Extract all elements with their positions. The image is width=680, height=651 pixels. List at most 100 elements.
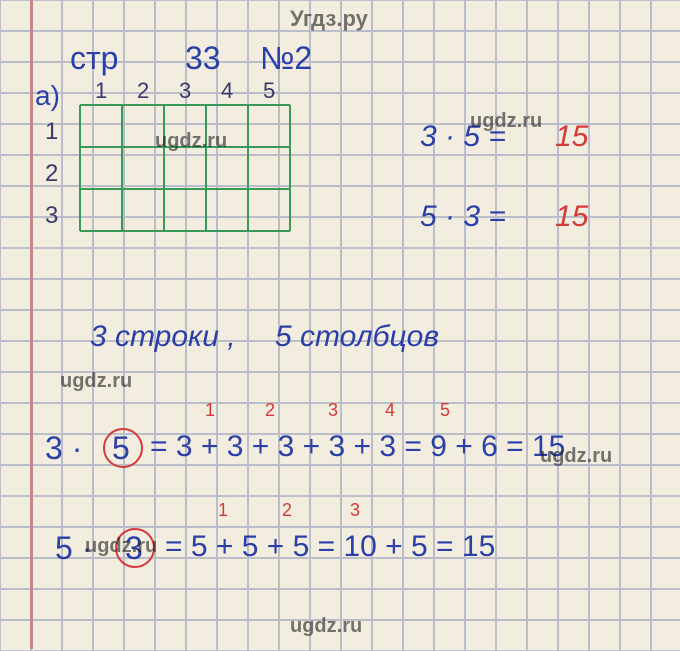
bg-grid-cell [124, 589, 155, 620]
bg-grid-cell [558, 558, 589, 589]
bg-grid-cell [589, 496, 620, 527]
bg-grid-cell [341, 186, 372, 217]
bg-grid-cell [589, 527, 620, 558]
bg-grid-cell [403, 0, 434, 31]
bg-grid-cell [31, 589, 62, 620]
bg-grid-cell [651, 589, 680, 620]
bg-grid-cell [310, 124, 341, 155]
bg-grid-cell [651, 124, 680, 155]
bg-grid-cell [310, 93, 341, 124]
bg-grid-cell [0, 124, 31, 155]
eq2-part-1: 15 [555, 200, 588, 234]
bg-grid-cell [527, 186, 558, 217]
bg-grid-cell [62, 0, 93, 31]
description-part-0: 3 строки , [90, 320, 236, 354]
bg-grid-cell [403, 31, 434, 62]
bg-grid-cell [465, 310, 496, 341]
bg-grid-cell [0, 62, 31, 93]
exp2-sup-2: 3 [350, 500, 360, 521]
bg-grid-cell [465, 62, 496, 93]
bg-grid-cell [496, 0, 527, 31]
bg-grid-cell [62, 496, 93, 527]
bg-grid-cell [403, 620, 434, 651]
bg-grid-cell [465, 372, 496, 403]
bg-grid-cell [558, 496, 589, 527]
bg-grid-cell [620, 558, 651, 589]
bg-grid-cell [248, 465, 279, 496]
bg-grid-cell [155, 589, 186, 620]
bg-grid-cell [341, 93, 372, 124]
bg-grid-cell [589, 155, 620, 186]
bg-grid-cell [620, 31, 651, 62]
bg-grid-cell [434, 589, 465, 620]
bg-grid-cell [217, 465, 248, 496]
watermark-5: ugdz.ru [85, 535, 157, 558]
bg-grid-cell [620, 527, 651, 558]
bg-grid-cell [310, 465, 341, 496]
bg-grid-cell [496, 496, 527, 527]
bg-grid-cell [465, 279, 496, 310]
bg-grid-cell [496, 155, 527, 186]
bg-grid-cell [0, 465, 31, 496]
header-text-0: стр [70, 40, 118, 77]
bg-grid-cell [0, 341, 31, 372]
bg-grid-cell [434, 248, 465, 279]
bg-grid-cell [651, 465, 680, 496]
bg-grid-cell [310, 372, 341, 403]
bg-grid-cell [217, 248, 248, 279]
bg-grid-cell [651, 186, 680, 217]
bg-grid-cell [589, 558, 620, 589]
bg-grid-cell [0, 0, 31, 31]
bg-grid-cell [62, 279, 93, 310]
bg-grid-cell [248, 0, 279, 31]
bg-grid-cell [589, 0, 620, 31]
bg-grid-cell [589, 93, 620, 124]
bg-grid-cell [217, 279, 248, 310]
bg-grid-cell [434, 155, 465, 186]
bg-grid-cell [496, 558, 527, 589]
bg-grid-cell [310, 62, 341, 93]
bg-grid-cell [403, 155, 434, 186]
bg-grid-cell [372, 589, 403, 620]
watermark-2: ugdz.ru [470, 110, 542, 133]
bg-grid-cell [217, 372, 248, 403]
bg-grid-cell [589, 31, 620, 62]
bg-grid-cell [620, 620, 651, 651]
bg-grid-cell [31, 465, 62, 496]
bg-grid-cell [465, 465, 496, 496]
bg-grid-cell [558, 527, 589, 558]
bg-grid-cell [527, 0, 558, 31]
bg-grid-cell [589, 186, 620, 217]
bg-grid-cell [620, 62, 651, 93]
bg-grid-cell [496, 620, 527, 651]
bg-grid-cell [527, 248, 558, 279]
bg-grid-cell [403, 589, 434, 620]
bg-grid-cell [434, 465, 465, 496]
bg-grid-cell [310, 217, 341, 248]
bg-grid-cell [527, 620, 558, 651]
bg-grid-cell [341, 124, 372, 155]
bg-grid-cell [62, 248, 93, 279]
bg-grid-cell [31, 0, 62, 31]
bg-grid-cell [651, 0, 680, 31]
bg-grid-cell [31, 248, 62, 279]
bg-grid-cell [341, 62, 372, 93]
bg-grid-cell [558, 0, 589, 31]
bg-grid-cell [341, 248, 372, 279]
bg-grid-cell [62, 310, 93, 341]
exp2-text-2: = 5 + 5 + 5 = 10 + 5 = 15 [165, 530, 495, 564]
bg-grid-cell [186, 0, 217, 31]
row-label-2: 3 [45, 202, 58, 230]
bg-grid-cell [434, 279, 465, 310]
bg-grid-cell [620, 496, 651, 527]
bg-grid-cell [93, 0, 124, 31]
bg-grid-cell [434, 620, 465, 651]
bg-grid-cell [155, 620, 186, 651]
bg-grid-cell [217, 620, 248, 651]
bg-grid-cell [248, 248, 279, 279]
bg-grid-cell [372, 620, 403, 651]
watermark-4: ugdz.ru [540, 445, 612, 468]
bg-grid-cell [620, 310, 651, 341]
bg-grid-cell [558, 279, 589, 310]
exp1-sup-3: 4 [385, 400, 395, 421]
